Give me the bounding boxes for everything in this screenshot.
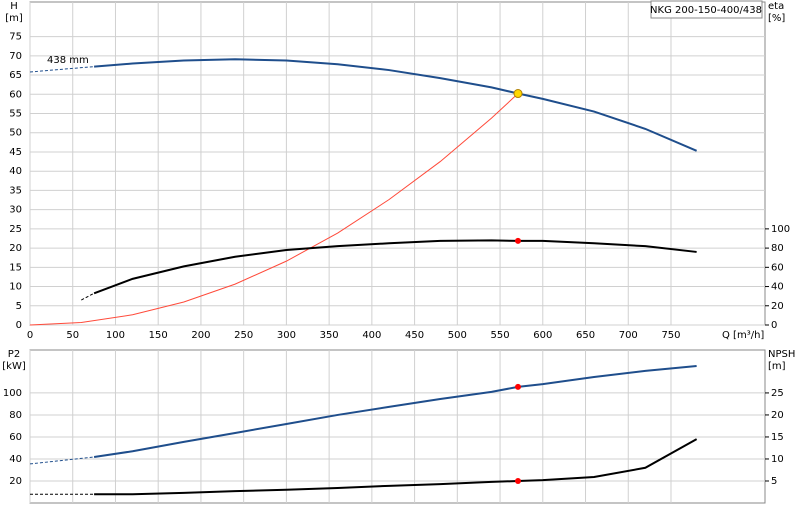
y2-tick-label: 40 bbox=[771, 282, 784, 293]
x-tick-label: 200 bbox=[191, 330, 210, 341]
y2-axis-label: eta bbox=[768, 1, 784, 12]
y-tick-label: 60 bbox=[9, 89, 22, 100]
x-tick-label: 350 bbox=[320, 330, 339, 341]
x-tick-label: 50 bbox=[66, 330, 79, 341]
y-tick-label: 40 bbox=[9, 454, 22, 465]
curve bbox=[81, 292, 95, 301]
y2-tick-label: 20 bbox=[771, 301, 784, 312]
curve bbox=[29, 93, 519, 326]
y-tick-label: 30 bbox=[9, 205, 22, 216]
y-tick-label: 20 bbox=[9, 243, 22, 254]
y-tick-label: 80 bbox=[9, 410, 22, 421]
x-tick-label: 700 bbox=[619, 330, 638, 341]
y-tick-label: 35 bbox=[9, 185, 22, 196]
x-tick-label: 550 bbox=[491, 330, 510, 341]
y-tick-label: 100 bbox=[3, 388, 22, 399]
plot-frame bbox=[29, 349, 766, 504]
operating-point bbox=[515, 477, 522, 484]
y-tick-label: 20 bbox=[9, 476, 22, 487]
y-tick-label: 60 bbox=[9, 432, 22, 443]
y2-tick-label: 0 bbox=[771, 320, 777, 331]
y2-axis-unit: [%] bbox=[768, 13, 785, 24]
y-tick-label: 75 bbox=[9, 32, 22, 43]
y2-tick-label: 15 bbox=[771, 432, 784, 443]
y2-tick-label: 80 bbox=[771, 243, 784, 254]
x-tick-label: 0 bbox=[27, 330, 33, 341]
y2-axis-label: NPSH bbox=[768, 349, 795, 360]
y2-tick-label: 20 bbox=[771, 410, 784, 421]
y2-tick-label: 60 bbox=[771, 262, 784, 273]
curve bbox=[94, 438, 698, 496]
y2-tick-label: 5 bbox=[771, 476, 777, 487]
curve bbox=[93, 364, 697, 458]
y-tick-label: 15 bbox=[9, 262, 22, 273]
x-tick-label: 650 bbox=[576, 330, 595, 341]
y2-axis-unit: [m] bbox=[768, 361, 786, 372]
y-axis-unit: [kW] bbox=[2, 361, 26, 372]
y-axis-label: H bbox=[10, 1, 18, 12]
operating-point bbox=[515, 383, 522, 390]
y-tick-label: 5 bbox=[16, 301, 22, 312]
legend-box bbox=[650, 0, 763, 19]
x-tick-label: 300 bbox=[277, 330, 296, 341]
x-tick-label: 600 bbox=[533, 330, 552, 341]
y2-tick-label: 100 bbox=[771, 224, 790, 235]
legend-title: NKG 200-150-400/438 bbox=[650, 5, 762, 16]
curve bbox=[93, 239, 697, 295]
y-tick-label: 10 bbox=[9, 282, 22, 293]
x-tick-label: 150 bbox=[149, 330, 168, 341]
y-axis-label: P2 bbox=[8, 349, 20, 360]
x-tick-label: 400 bbox=[362, 330, 381, 341]
y-tick-label: 70 bbox=[9, 51, 22, 62]
curve bbox=[29, 456, 95, 465]
x-tick-label: 100 bbox=[106, 330, 125, 341]
y-tick-label: 25 bbox=[9, 224, 22, 235]
x-tick-label: 750 bbox=[661, 330, 680, 341]
y2-tick-label: 25 bbox=[771, 388, 784, 399]
y-tick-label: 45 bbox=[9, 147, 22, 158]
y-tick-label: 40 bbox=[9, 166, 22, 177]
operating-point bbox=[513, 89, 523, 99]
y-tick-label: 0 bbox=[16, 320, 22, 331]
y-tick-label: 65 bbox=[9, 70, 22, 81]
y-tick-label: 55 bbox=[9, 109, 22, 120]
curve bbox=[94, 58, 698, 152]
x-tick-label: 250 bbox=[234, 330, 253, 341]
x-tick-label: 500 bbox=[448, 330, 467, 341]
operating-point bbox=[515, 237, 522, 244]
y-tick-label: 50 bbox=[9, 128, 22, 139]
y-axis-unit: [m] bbox=[5, 13, 23, 24]
curve-annotation: 438 mm bbox=[47, 55, 89, 66]
curve bbox=[29, 66, 95, 73]
x-tick-label: 450 bbox=[405, 330, 424, 341]
y2-tick-label: 10 bbox=[771, 454, 784, 465]
x-axis-label: Q [m³/h] bbox=[722, 330, 764, 341]
